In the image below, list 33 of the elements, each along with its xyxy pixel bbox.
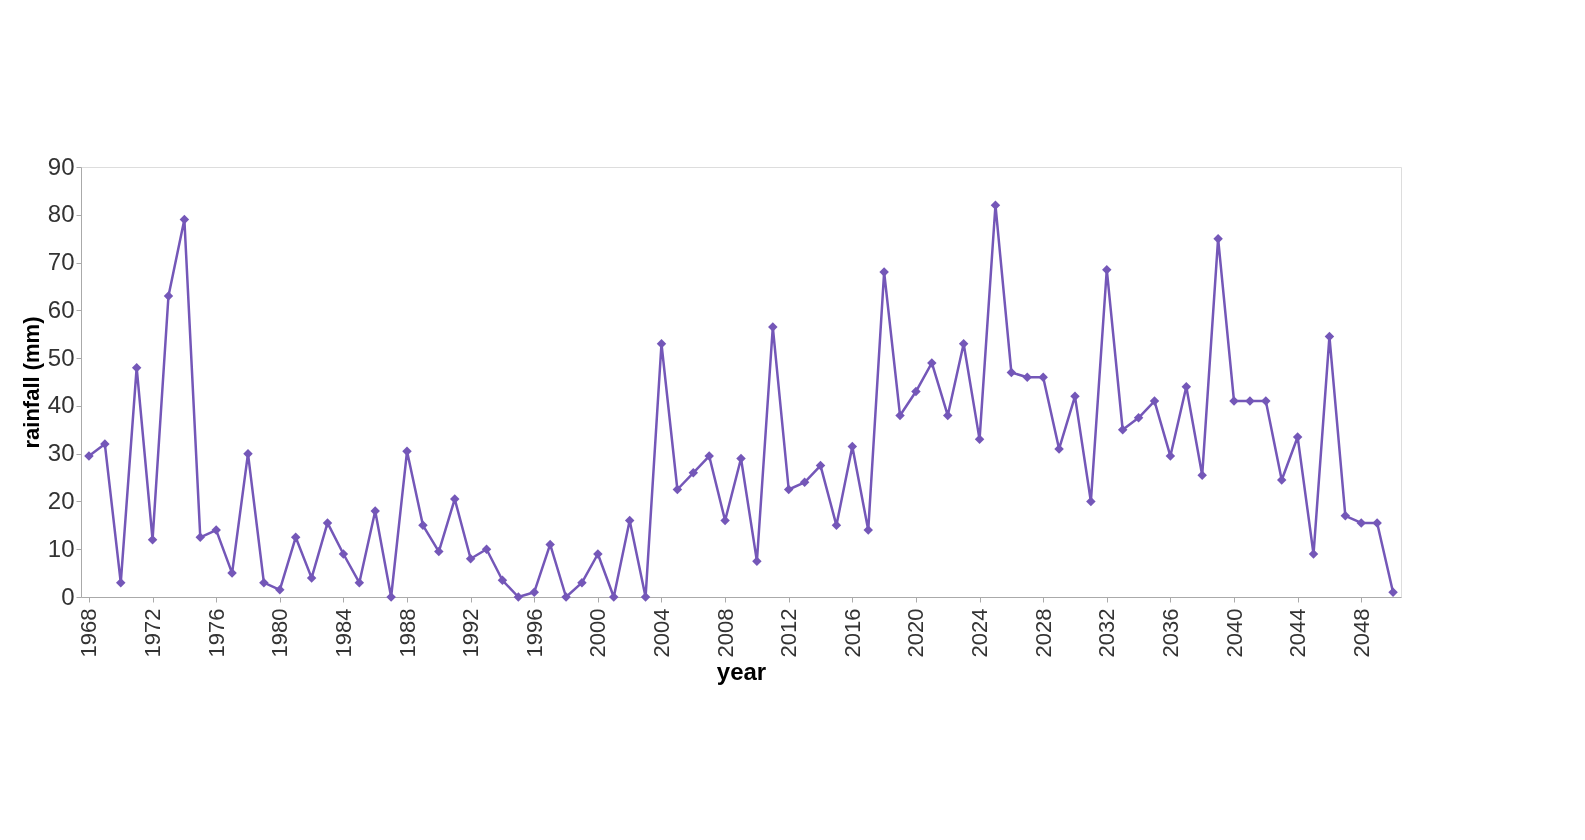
y-tick-label: 10 (47, 534, 75, 562)
x-tick-label: 1980 (267, 608, 293, 658)
x-tick-label: 2040 (1221, 608, 1247, 658)
y-tick-label: 80 (47, 200, 75, 228)
x-tick-label: 2012 (776, 608, 802, 658)
x-tick-label: 1972 (140, 608, 166, 658)
x-tick-label: 2032 (1094, 608, 1120, 658)
y-tick-label: 50 (47, 343, 75, 371)
y-tick-label: 20 (47, 486, 75, 514)
x-tick-label: 2016 (839, 608, 865, 658)
x-tick-label: 2028 (1030, 608, 1056, 658)
y-tick-label: 0 (61, 582, 75, 610)
y-tick-label: 60 (47, 295, 75, 323)
x-tick-label: 1984 (330, 608, 356, 658)
x-tick-label: 2020 (903, 608, 929, 658)
x-tick-label: 2024 (967, 608, 993, 658)
y-tick-label: 40 (47, 391, 75, 419)
x-tick-label: 2008 (712, 608, 738, 658)
x-tick-label: 1968 (76, 608, 102, 658)
x-tick-label: 1992 (458, 608, 484, 658)
x-tick-label: 1988 (394, 608, 420, 658)
x-axis-title: year (716, 658, 767, 686)
x-tick-label: 2004 (648, 608, 674, 658)
y-tick-label: 90 (47, 152, 75, 180)
y-tick-label: 70 (47, 248, 75, 276)
x-tick-label: 2044 (1285, 608, 1311, 658)
x-tick-label: 2048 (1348, 608, 1374, 658)
x-tick-label: 1976 (203, 608, 229, 658)
x-tick-label: 2000 (585, 608, 611, 658)
y-axis-title: rainfall (mm) (18, 316, 44, 449)
y-tick-label: 30 (47, 439, 75, 467)
x-tick-label: 1996 (521, 608, 547, 658)
x-tick-label: 2036 (1157, 608, 1183, 658)
